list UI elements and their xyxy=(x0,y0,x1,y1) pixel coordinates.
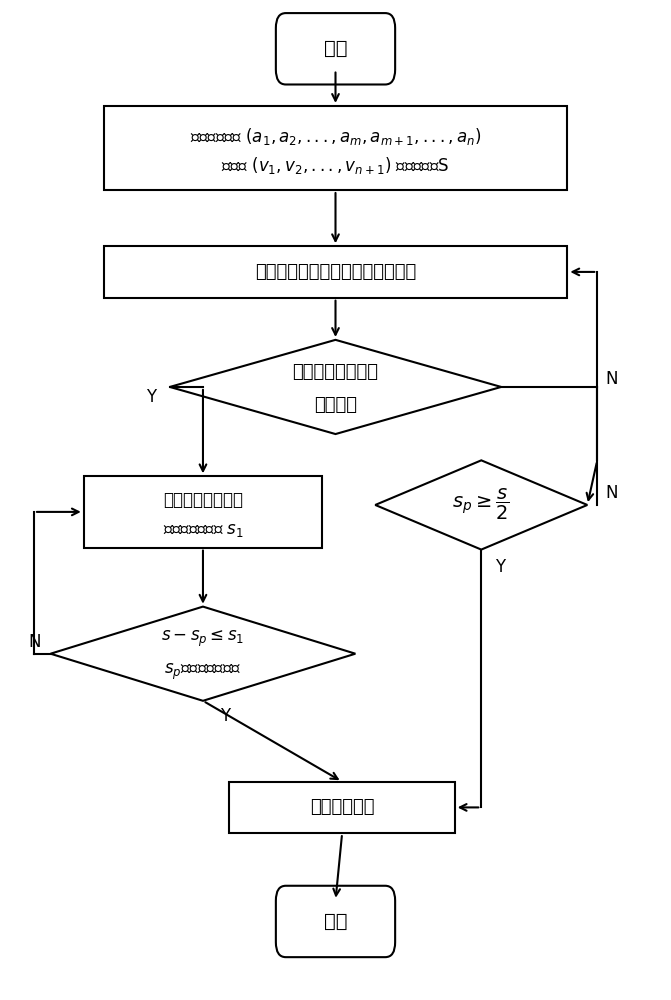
Text: 速度段脉冲数为 $s_1$: 速度段脉冲数为 $s_1$ xyxy=(162,521,244,539)
Polygon shape xyxy=(170,340,501,434)
Text: 加载加速度表 $(a_1,a_2,...,a_m,a_{m+1},...,a_n)$: 加载加速度表 $(a_1,a_2,...,a_m,a_{m+1},...,a_n… xyxy=(190,126,481,147)
Text: $s_p$为已发送脉冲数: $s_p$为已发送脉冲数 xyxy=(164,661,242,682)
Text: 最大速度: 最大速度 xyxy=(314,396,357,414)
Text: 开始: 开始 xyxy=(323,39,348,58)
Text: N: N xyxy=(28,633,41,651)
Text: 结束: 结束 xyxy=(323,912,348,931)
Text: $s_p \geq \dfrac{s}{2}$: $s_p \geq \dfrac{s}{2}$ xyxy=(452,487,510,522)
Bar xyxy=(103,246,568,298)
Polygon shape xyxy=(375,460,587,550)
FancyBboxPatch shape xyxy=(276,13,395,84)
FancyBboxPatch shape xyxy=(276,886,395,957)
Text: 速度表 $(v_1,v_2,...,v_{n+1})$ 和运行行程S: 速度表 $(v_1,v_2,...,v_{n+1})$ 和运行行程S xyxy=(221,155,450,176)
Text: N: N xyxy=(605,484,618,502)
Bar xyxy=(229,782,455,833)
Text: Y: Y xyxy=(495,558,505,576)
Text: Y: Y xyxy=(146,388,156,406)
Text: N: N xyxy=(605,370,618,388)
Bar xyxy=(103,106,568,190)
Polygon shape xyxy=(50,607,356,701)
Text: $s - s_p \leq s_1$: $s - s_p \leq s_1$ xyxy=(162,629,244,649)
Text: 机头步进电机根据加速表进行转动: 机头步进电机根据加速表进行转动 xyxy=(255,263,416,281)
Bar xyxy=(84,476,322,548)
Text: 进入匀速段并记加: 进入匀速段并记加 xyxy=(163,491,243,509)
Text: 当前速度是否大于: 当前速度是否大于 xyxy=(293,363,378,381)
Text: 进入减速运行: 进入减速运行 xyxy=(310,798,374,816)
Text: Y: Y xyxy=(219,707,229,725)
